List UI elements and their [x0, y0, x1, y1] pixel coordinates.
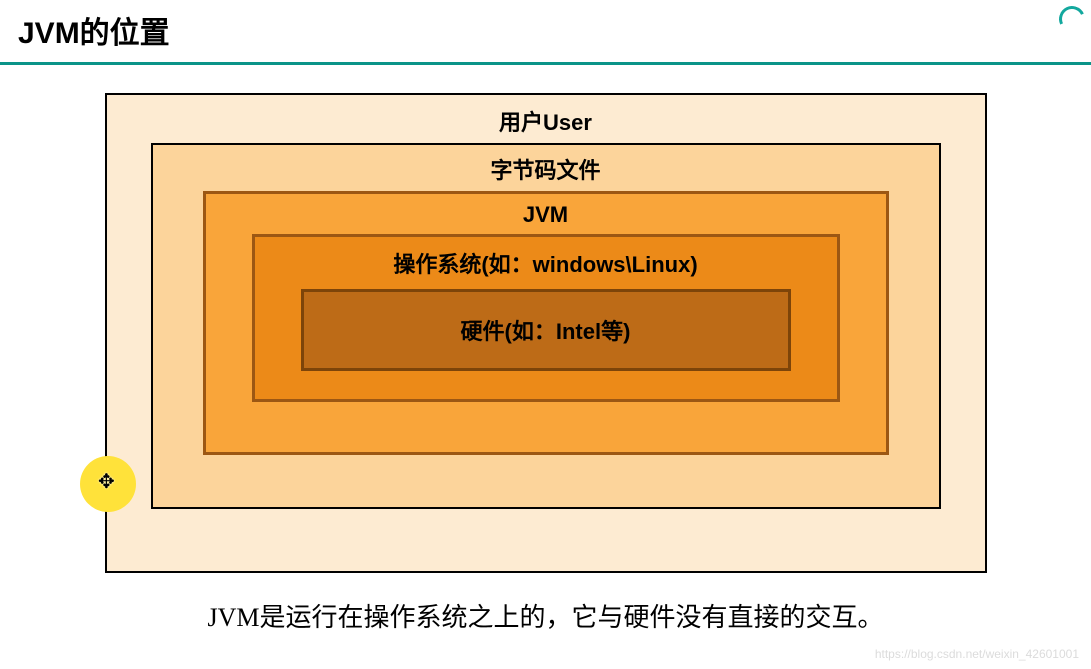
- layer-bytecode-label: 字节码文件: [203, 153, 889, 185]
- layer-hardware: 硬件(如：Intel等): [301, 289, 791, 371]
- layer-jvm: JVM 操作系统(如：windows\Linux) 硬件(如：Intel等): [203, 191, 889, 455]
- title-divider: [0, 62, 1091, 65]
- watermark-text: https://blog.csdn.net/weixin_42601001: [875, 647, 1079, 661]
- caption-text: JVM是运行在操作系统之上的，它与硬件没有直接的交互。: [0, 597, 1091, 634]
- layer-os-label: 操作系统(如：windows\Linux): [301, 247, 791, 279]
- layer-bytecode: 字节码文件 JVM 操作系统(如：windows\Linux) 硬件(如：Int…: [151, 143, 941, 509]
- layer-user: 用户User 字节码文件 JVM 操作系统(如：windows\Linux) 硬…: [105, 93, 987, 573]
- layer-os: 操作系统(如：windows\Linux) 硬件(如：Intel等): [252, 234, 840, 402]
- move-cursor-icon: ✥: [98, 472, 115, 492]
- layer-diagram: 用户User 字节码文件 JVM 操作系统(如：windows\Linux) 硬…: [0, 93, 1091, 573]
- layer-jvm-label: JVM: [252, 202, 840, 228]
- layer-hardware-label: 硬件(如：Intel等): [314, 314, 778, 346]
- layer-user-label: 用户User: [151, 105, 941, 137]
- page-title: JVM的位置: [0, 0, 1091, 62]
- title-text: JVM的位置: [18, 17, 170, 50]
